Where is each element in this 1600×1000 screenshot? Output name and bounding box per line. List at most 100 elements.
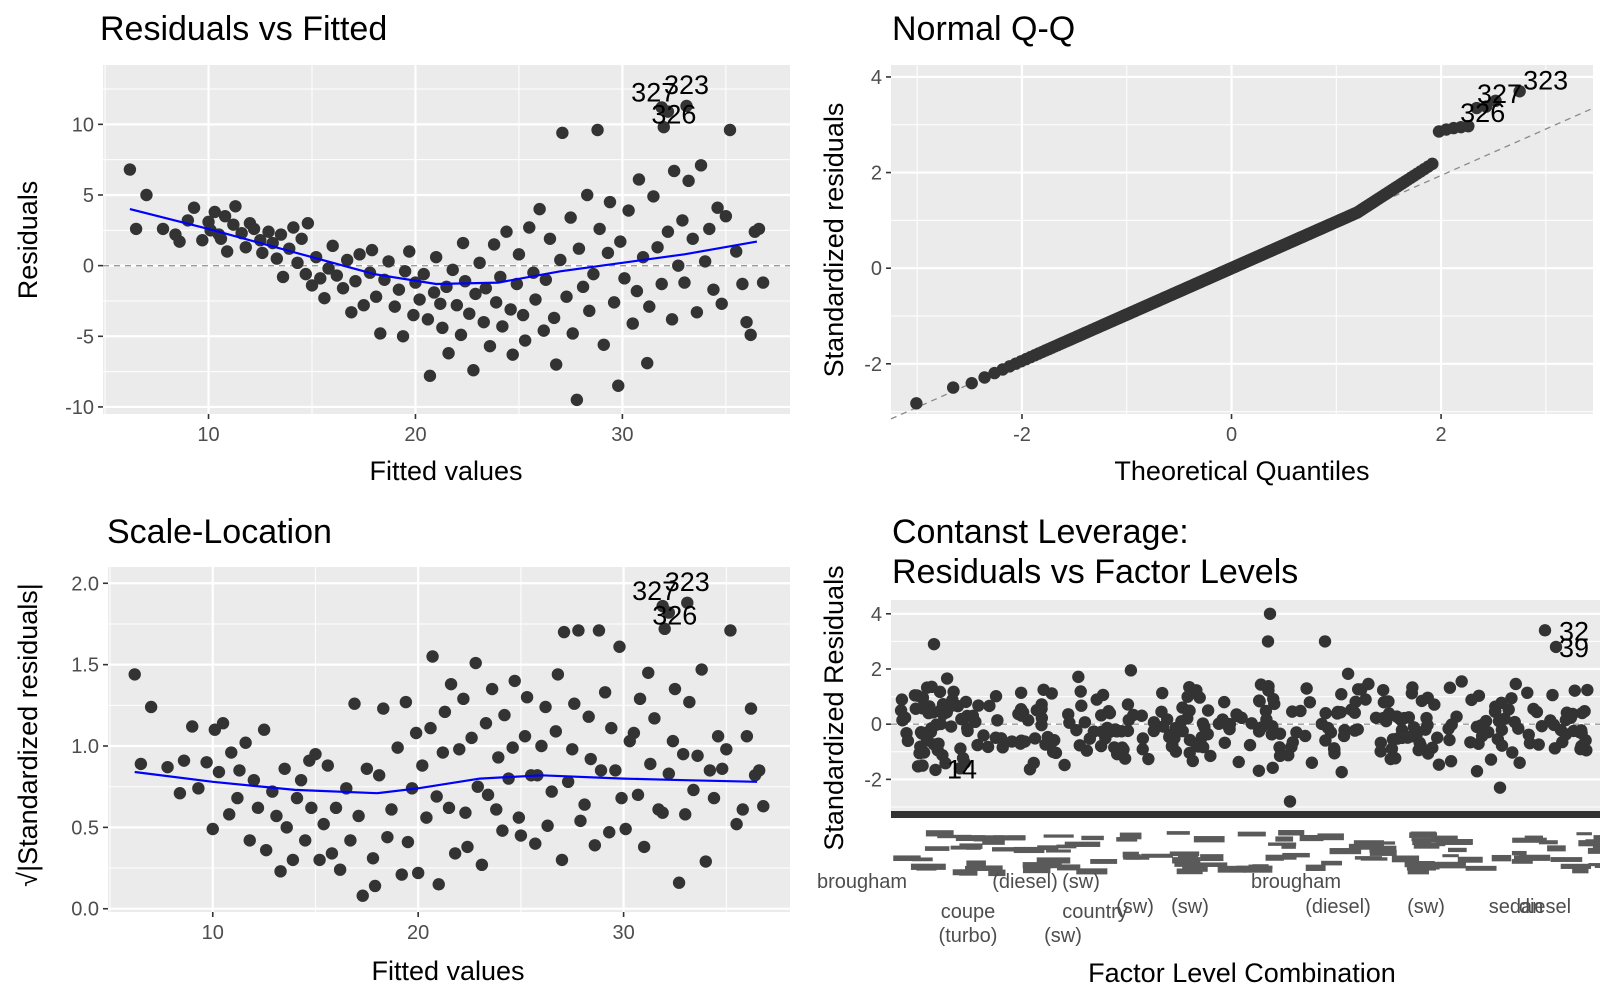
data-point: [661, 225, 675, 238]
data-point: [678, 276, 691, 289]
data-point: [299, 834, 312, 847]
factor-point: [1464, 736, 1477, 749]
overplotted-tick-label-mark: [1056, 864, 1081, 871]
x-tick-label: coupe: [941, 901, 996, 923]
overplotted-tick-label-mark: [911, 857, 933, 862]
factor-point: [1421, 718, 1434, 732]
data-point: [336, 282, 350, 295]
data-point: [479, 282, 493, 295]
panel3-y-ticks: 0.0 0.5 1.0 1.5 2.0: [71, 573, 108, 921]
overplotted-tick-label-mark: [1391, 855, 1420, 863]
overplotted-tick-label-mark: [959, 869, 978, 876]
factor-point: [1406, 681, 1419, 694]
overplotted-tick-label-mark: [1305, 864, 1326, 871]
data-point: [274, 228, 288, 241]
factor-point: [1385, 742, 1399, 755]
data-point: [594, 764, 608, 777]
overplotted-tick-label-mark: [1524, 835, 1544, 842]
overplotted-tick-label-mark: [1090, 859, 1118, 864]
overplotted-tick-label-mark: [1193, 836, 1225, 843]
data-point: [421, 313, 435, 326]
factor-point: [1470, 720, 1484, 734]
qq-tail-point: [1462, 119, 1475, 133]
data-point: [479, 717, 493, 730]
overplotted-tick-label-mark: [1116, 837, 1138, 842]
data-point: [453, 743, 466, 756]
factor-point: [1028, 732, 1042, 745]
data-point: [225, 746, 238, 759]
factor-point: [1222, 720, 1235, 733]
overplotted-tick-label-mark: [1268, 842, 1297, 846]
panel1-grid: [103, 65, 790, 414]
data-point: [401, 835, 415, 849]
panel3-y-axis-title: √|Standardized residuals|: [13, 583, 43, 887]
data-point: [506, 348, 519, 361]
overplotted-tick-label-mark: [1166, 831, 1190, 835]
factor-point: [1212, 717, 1226, 730]
factor-point: [1286, 736, 1299, 749]
factor-point: [959, 695, 973, 709]
data-point: [222, 808, 236, 821]
overplotted-tick-label-mark: [1023, 867, 1051, 874]
factor-point: [1015, 709, 1028, 722]
x-tick-label: (sw): [1062, 871, 1100, 893]
data-point: [500, 225, 513, 238]
overplotted-tick-label-mark: [1198, 862, 1228, 867]
factor-point: [1547, 718, 1561, 732]
data-point: [411, 866, 425, 880]
data-point: [687, 783, 700, 797]
data-point: [129, 222, 143, 236]
data-point: [270, 809, 283, 823]
factor-point: [981, 740, 995, 754]
data-point: [239, 241, 252, 254]
x-tick-label: (turbo): [939, 925, 998, 947]
factor-point: [1263, 607, 1277, 620]
overplotted-tick-label-mark: [1037, 845, 1059, 851]
factor-point: [1506, 746, 1519, 759]
qq-point: [1426, 157, 1439, 171]
data-point: [593, 222, 606, 236]
data-point: [601, 246, 615, 260]
factor-point: [1075, 699, 1088, 712]
loess-smooth-line: [129, 208, 758, 286]
data-point: [442, 347, 455, 360]
data-point: [740, 730, 754, 743]
factor-point: [1005, 735, 1019, 748]
data-point: [424, 721, 437, 735]
factor-point: [1351, 683, 1365, 696]
data-point: [247, 222, 261, 236]
x-tick-label: 0: [1226, 424, 1237, 446]
data-point: [140, 188, 153, 202]
data-point: [715, 297, 728, 310]
data-point: [471, 780, 484, 793]
data-point: [707, 791, 721, 805]
data-point: [429, 250, 443, 264]
data-point: [668, 682, 682, 696]
data-point: [651, 241, 664, 254]
factor-point: [916, 691, 930, 704]
factor-point: [1359, 693, 1372, 706]
overplotted-tick-label-mark: [1594, 864, 1600, 868]
data-point: [489, 296, 503, 309]
data-point: [676, 214, 689, 227]
factor-point: [933, 685, 947, 699]
factor-point: [1267, 692, 1280, 706]
data-point: [440, 280, 453, 294]
data-point: [716, 762, 729, 775]
factor-point: [1201, 704, 1215, 717]
factor-point: [1046, 745, 1060, 759]
factor-point: [1218, 695, 1231, 709]
data-point: [322, 262, 335, 275]
data-point: [366, 852, 380, 865]
data-point: [426, 650, 439, 663]
data-point: [631, 788, 645, 802]
qq-tail-point: [1479, 100, 1493, 113]
factor-point: [1538, 624, 1552, 637]
overplotted-tick-label-mark: [1182, 869, 1200, 873]
data-point: [345, 306, 358, 319]
dense-x-tick-band: [891, 811, 1600, 818]
qq-tail-point: [1489, 94, 1502, 108]
data-point: [314, 272, 327, 285]
